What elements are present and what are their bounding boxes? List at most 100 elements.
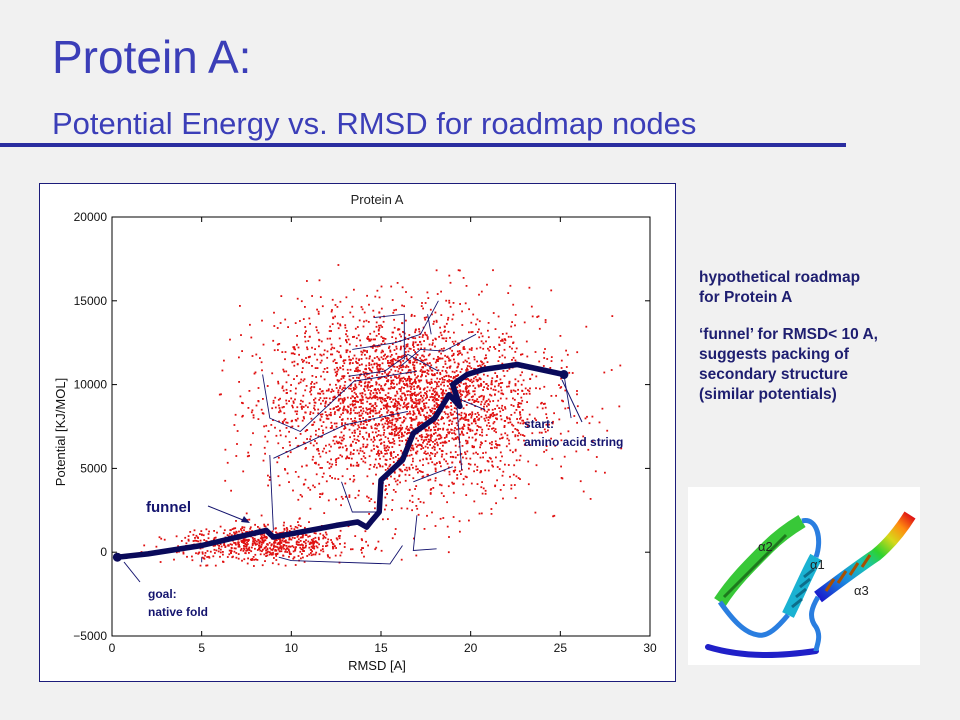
scatter-point	[403, 305, 405, 308]
scatter-point	[441, 381, 444, 384]
scatter-point	[413, 401, 415, 404]
scatter-point	[339, 446, 342, 449]
scatter-point	[257, 400, 260, 403]
scatter-point	[272, 419, 274, 421]
scatter-point	[337, 391, 339, 394]
scatter-point	[259, 546, 262, 548]
scatter-point	[330, 353, 332, 356]
scatter-point	[445, 407, 448, 409]
scatter-point	[473, 500, 476, 503]
scatter-point	[429, 488, 432, 491]
scatter-point	[387, 372, 390, 375]
scatter-point	[423, 452, 426, 454]
scatter-point	[420, 347, 422, 350]
scatter-point	[441, 337, 444, 340]
scatter-point	[567, 407, 570, 409]
scatter-point	[501, 338, 504, 341]
scatter-point	[348, 343, 351, 346]
scatter-point	[541, 401, 543, 404]
scatter-point	[510, 389, 513, 392]
scatter-point	[452, 377, 455, 380]
scatter-point	[195, 552, 197, 555]
scatter-point	[482, 347, 485, 350]
scatter-point	[503, 425, 506, 427]
scatter-point	[286, 530, 288, 533]
scatter-point	[500, 382, 502, 384]
scatter-point	[389, 387, 392, 390]
scatter-point	[447, 380, 450, 383]
scatter-point	[399, 395, 402, 398]
scatter-point	[284, 358, 286, 361]
scatter-point	[487, 428, 490, 430]
scatter-point	[497, 390, 500, 393]
scatter-point	[368, 376, 371, 379]
scatter-point	[375, 391, 378, 394]
scatter-point	[356, 438, 359, 441]
scatter-point	[262, 398, 264, 400]
scatter-point	[332, 396, 335, 399]
scatter-point	[350, 423, 353, 426]
scatter-point	[470, 422, 473, 425]
scatter-point	[304, 542, 307, 545]
scatter-point	[378, 453, 381, 455]
scatter-point	[484, 489, 487, 492]
scatter-point	[334, 477, 336, 480]
scatter-point	[382, 455, 385, 458]
scatter-point	[234, 413, 237, 416]
scatter-point	[459, 269, 461, 272]
scatter-point	[550, 356, 553, 358]
scatter-point	[525, 423, 528, 425]
scatter-point	[230, 550, 233, 552]
scatter-point	[359, 430, 361, 433]
scatter-point	[369, 396, 371, 399]
scatter-point	[330, 310, 333, 313]
scatter-point	[249, 443, 252, 446]
scatter-point	[374, 350, 377, 352]
scatter-point	[365, 540, 367, 543]
scatter-point	[238, 381, 240, 383]
scatter-point	[473, 358, 476, 361]
scatter-point	[214, 544, 216, 547]
scatter-point	[344, 422, 347, 425]
scatter-point	[231, 528, 234, 530]
scatter-point	[277, 404, 280, 407]
scatter-point	[405, 319, 407, 322]
scatter-point	[376, 365, 378, 368]
scatter-point	[418, 380, 421, 383]
scatter-point	[470, 378, 473, 381]
scatter-point	[360, 394, 363, 397]
scatter-point	[368, 338, 371, 341]
title-underline	[0, 143, 846, 147]
scatter-point	[312, 423, 315, 426]
scatter-point	[421, 359, 423, 362]
scatter-point	[438, 448, 441, 450]
scatter-point	[332, 542, 334, 545]
scatter-point	[323, 368, 326, 370]
scatter-point	[443, 379, 446, 381]
scatter-points	[140, 264, 623, 567]
scatter-point	[565, 366, 568, 368]
scatter-point	[470, 396, 473, 398]
scatter-point	[452, 302, 455, 304]
scatter-point	[231, 534, 233, 537]
scatter-point	[445, 337, 448, 340]
scatter-point	[424, 429, 427, 432]
scatter-point	[465, 457, 468, 460]
scatter-point	[234, 542, 237, 544]
scatter-point	[413, 361, 416, 363]
scatter-point	[387, 417, 390, 420]
scatter-point	[424, 364, 427, 367]
scatter-point	[478, 293, 480, 296]
scatter-point	[286, 392, 288, 394]
scatter-point	[201, 556, 204, 559]
scatter-point	[393, 433, 396, 435]
scatter-point	[309, 488, 312, 491]
scatter-point	[420, 444, 423, 446]
scatter-point	[361, 551, 363, 554]
scatter-point	[463, 412, 466, 415]
scatter-point	[473, 470, 475, 473]
scatter-point	[301, 536, 304, 539]
scatter-point	[318, 538, 320, 541]
scatter-point	[260, 361, 263, 364]
scatter-point	[352, 464, 355, 467]
